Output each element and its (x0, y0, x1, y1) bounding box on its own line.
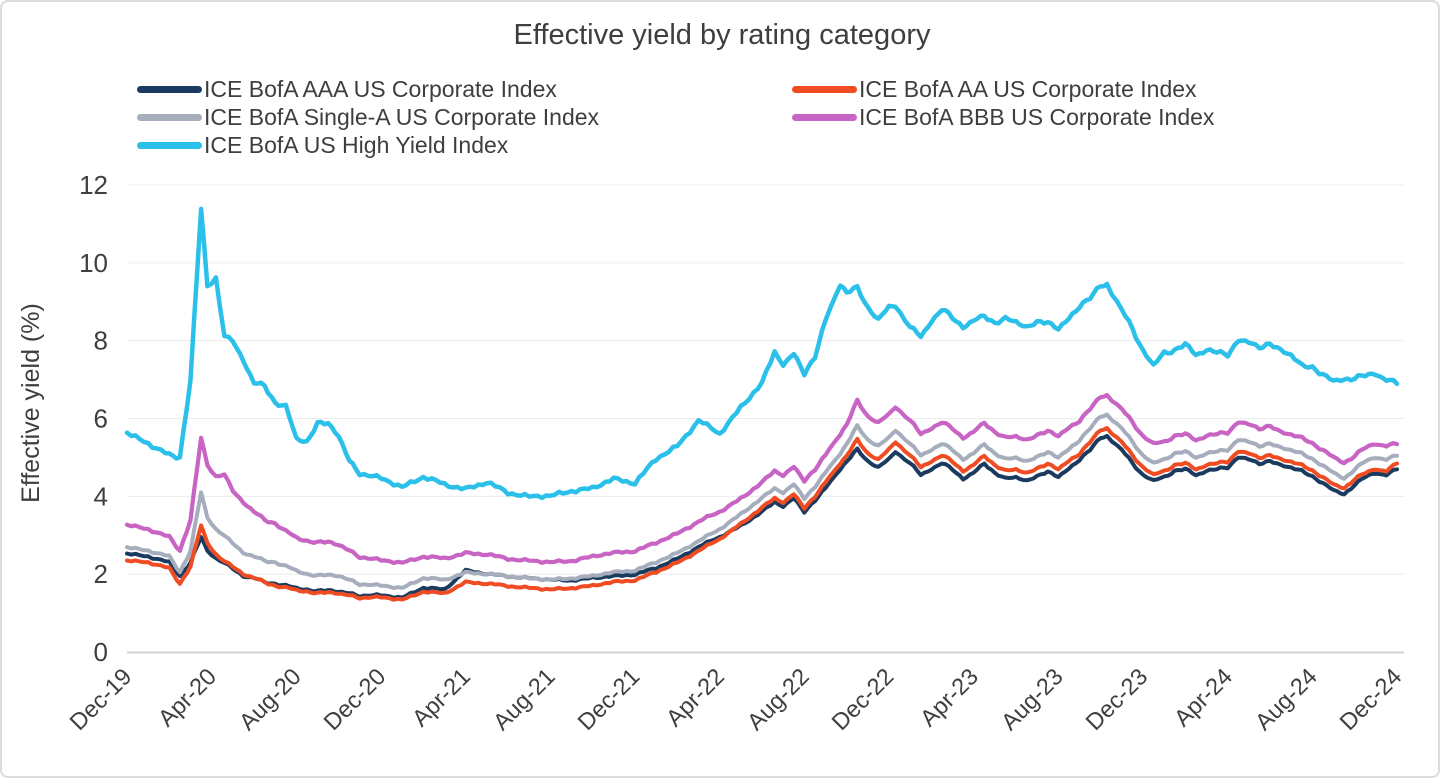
chart-title: Effective yield by rating category (513, 19, 931, 51)
y-tick-label: 10 (79, 248, 108, 278)
series-line-3 (124, 392, 1400, 566)
series-line-4 (124, 206, 1400, 501)
x-tick-label: Dec-23 (1081, 663, 1153, 735)
x-tick-label: Aug-21 (488, 663, 560, 735)
legend-swatch (137, 141, 202, 149)
x-tick-label: Dec-20 (319, 663, 391, 735)
x-tick-label: Aug-23 (996, 663, 1068, 735)
x-tick-label: Dec-19 (65, 663, 137, 735)
y-tick-label: 8 (94, 326, 108, 356)
legend-label: ICE BofA AA US Corporate Index (859, 75, 1197, 102)
series-line-1 (125, 426, 1399, 602)
legend-item: ICE BofA BBB US Corporate Index (792, 103, 1214, 131)
series-line-2 (125, 412, 1399, 591)
y-tick-label: 6 (94, 403, 108, 433)
x-tick-label: Apr-23 (915, 663, 983, 731)
legend-label: ICE BofA AAA US Corporate Index (204, 75, 557, 102)
legend-swatch (137, 85, 202, 93)
x-tick-label: Dec-22 (827, 663, 899, 735)
x-tick-label: Apr-24 (1169, 663, 1237, 731)
legend-swatch (137, 113, 202, 121)
x-tick-label: Apr-22 (661, 663, 729, 731)
x-tick-label: Aug-24 (1250, 663, 1322, 735)
legend-label: ICE BofA US High Yield Index (204, 131, 509, 158)
x-tick-label: Dec-21 (573, 663, 645, 735)
y-tick-label: 0 (94, 637, 108, 667)
x-tick-label: Apr-21 (407, 663, 475, 731)
x-tick-label: Apr-20 (153, 663, 221, 731)
legend-item: ICE BofA AAA US Corporate Index (137, 75, 599, 103)
legend-label: ICE BofA BBB US Corporate Index (859, 103, 1215, 130)
legend-column-left: ICE BofA AAA US Corporate Index ICE BofA … (137, 75, 599, 159)
x-tick-label: Aug-22 (742, 663, 814, 735)
legend-item: ICE BofA AA US Corporate Index (792, 75, 1214, 103)
x-tick-label: Dec-24 (1335, 663, 1407, 735)
y-tick-label: 12 (79, 170, 108, 200)
legend-swatch (792, 85, 857, 93)
legend-column-right: ICE BofA AA US Corporate Index ICE BofA B… (792, 75, 1214, 131)
legend-item: ICE BofA Single-A US Corporate Index (137, 103, 599, 131)
legend-swatch (792, 113, 857, 121)
legend-item: ICE BofA US High Yield Index (137, 131, 599, 159)
y-tick-label: 2 (94, 559, 108, 589)
legend-label: ICE BofA Single-A US Corporate Index (204, 103, 600, 130)
y-tick-label: 4 (94, 481, 108, 511)
x-tick-label: Aug-20 (234, 663, 306, 735)
